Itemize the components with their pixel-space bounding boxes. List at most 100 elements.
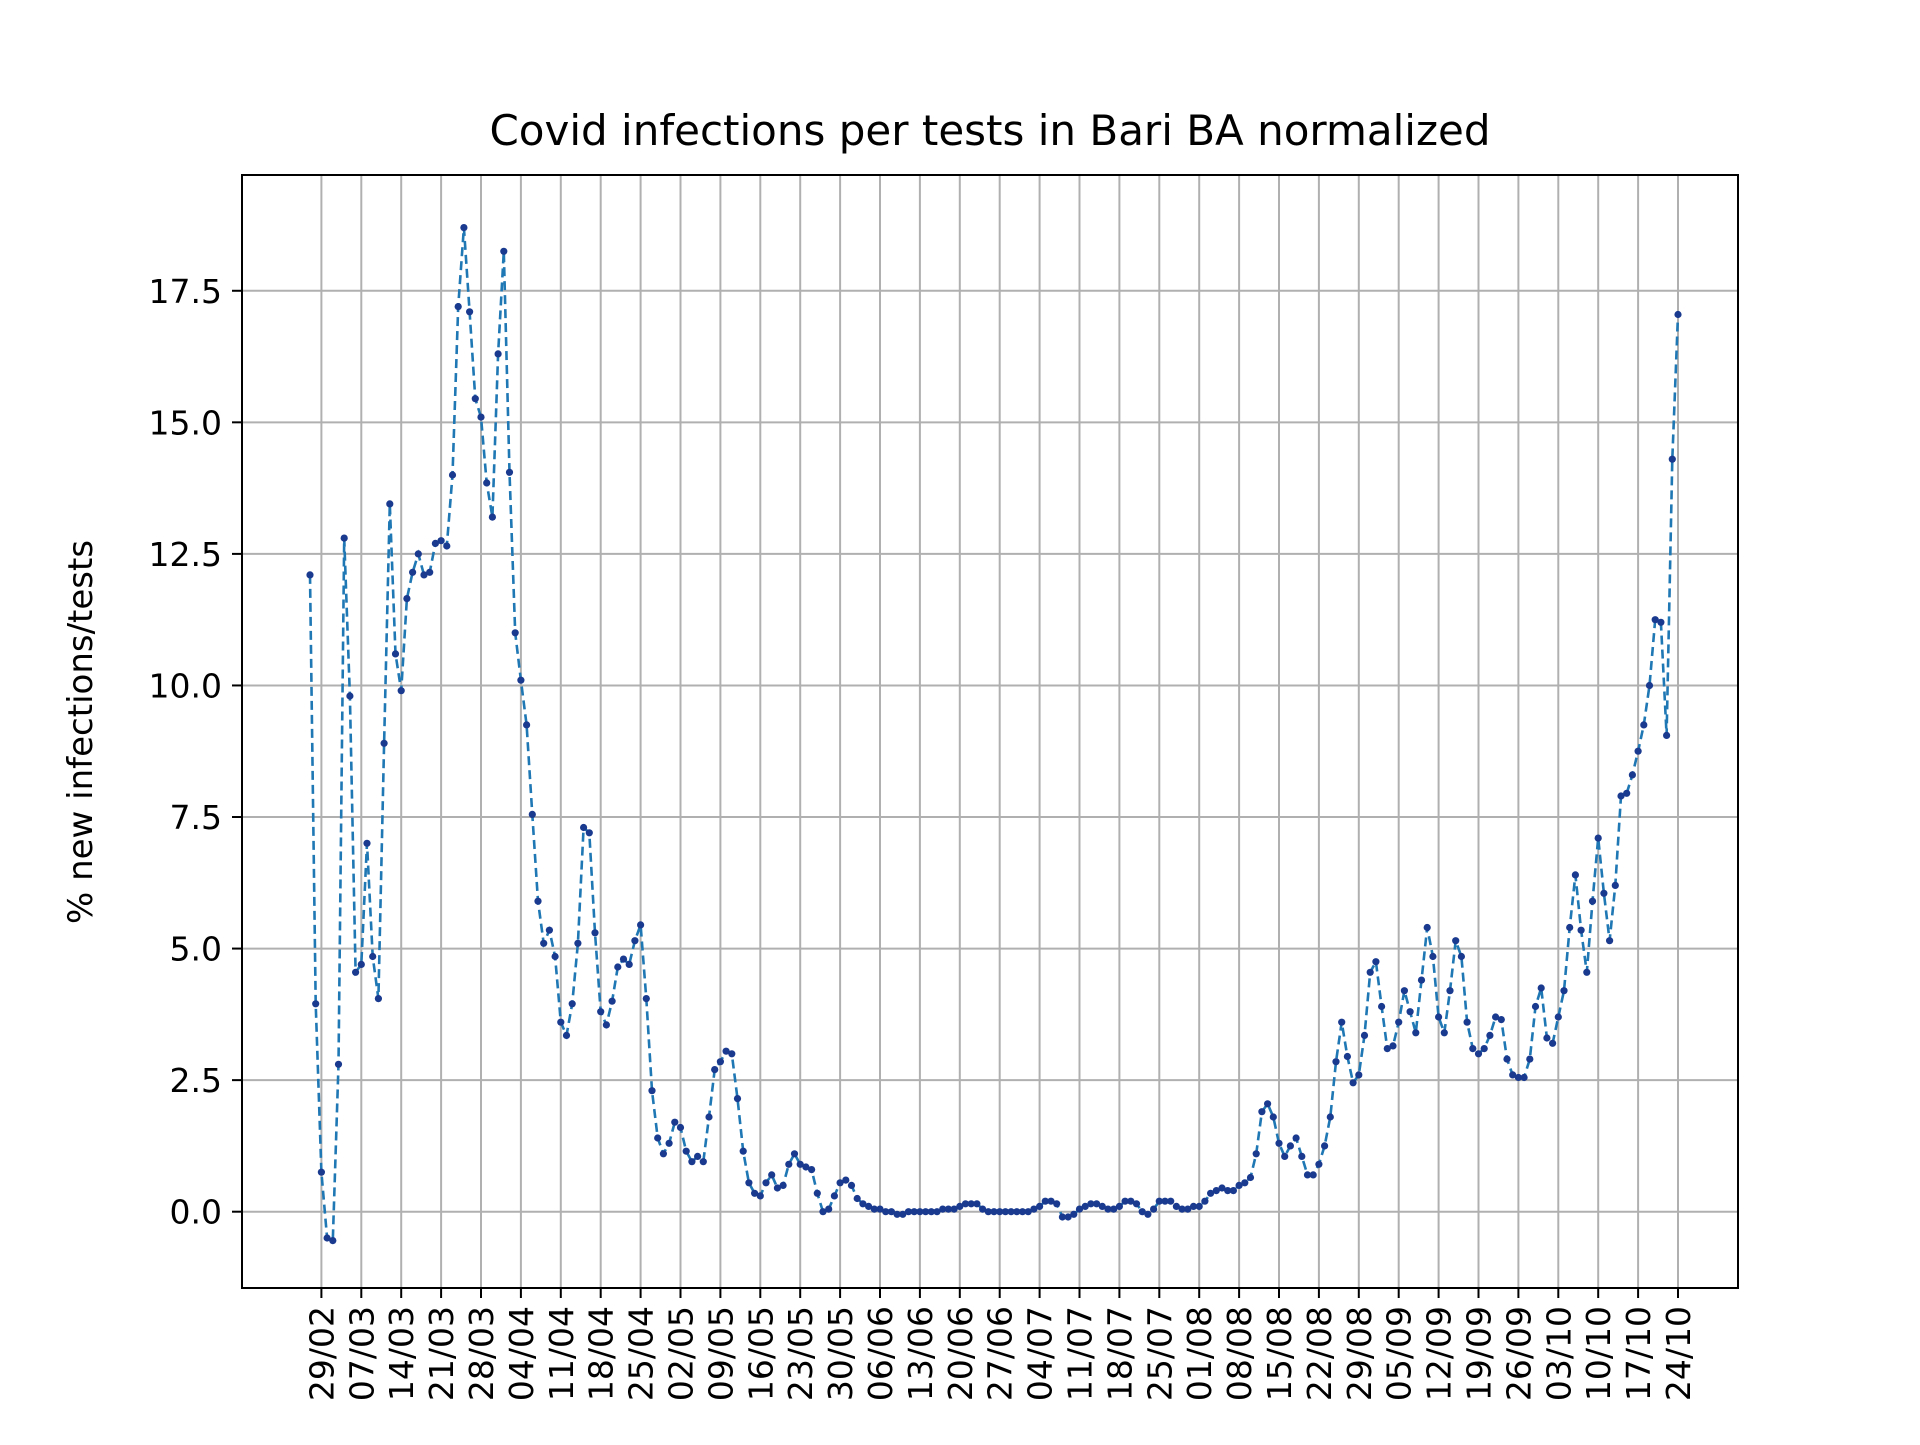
data-point xyxy=(1492,1013,1500,1021)
x-tick-label: 24/10 xyxy=(1659,1306,1698,1401)
data-point xyxy=(568,1000,576,1008)
x-tick-label: 30/05 xyxy=(821,1306,860,1401)
data-point xyxy=(1224,1187,1232,1195)
x-tick-label: 01/08 xyxy=(1180,1306,1219,1401)
data-point xyxy=(722,1047,730,1055)
data-point xyxy=(813,1189,821,1197)
data-point xyxy=(682,1147,690,1155)
data-point xyxy=(790,1150,799,1158)
data-point xyxy=(431,539,439,548)
data-point xyxy=(1395,1018,1403,1026)
data-point xyxy=(1332,1058,1340,1066)
data-point xyxy=(1474,1050,1483,1058)
data-point xyxy=(523,721,531,729)
data-point xyxy=(1315,1160,1323,1168)
data-point xyxy=(950,1205,958,1213)
data-point xyxy=(1400,987,1408,995)
data-point xyxy=(505,468,514,476)
data-point xyxy=(1161,1197,1169,1205)
data-point xyxy=(1229,1187,1237,1195)
data-point xyxy=(334,1060,343,1068)
data-point xyxy=(323,1234,331,1242)
data-point xyxy=(1081,1202,1089,1210)
data-point xyxy=(602,1021,611,1029)
data-point xyxy=(1531,1002,1540,1011)
data-point xyxy=(1549,1039,1557,1047)
data-point xyxy=(1383,1045,1391,1053)
data-point xyxy=(1184,1205,1192,1213)
data-point xyxy=(756,1192,764,1200)
x-tick-label: 07/03 xyxy=(342,1306,381,1401)
data-point xyxy=(659,1150,668,1158)
data-point xyxy=(944,1205,953,1213)
x-tick-label: 14/03 xyxy=(382,1306,421,1401)
x-tick-label: 27/06 xyxy=(981,1306,1020,1401)
data-point xyxy=(1343,1052,1351,1061)
data-point xyxy=(1594,834,1602,842)
data-point xyxy=(1457,952,1465,961)
data-point xyxy=(887,1208,896,1216)
data-point xyxy=(973,1200,981,1208)
data-point xyxy=(540,939,548,947)
data-point xyxy=(927,1208,935,1216)
data-point xyxy=(1172,1202,1180,1210)
data-point xyxy=(1617,792,1625,800)
data-point xyxy=(397,687,405,695)
data-point xyxy=(961,1200,970,1208)
data-point xyxy=(1321,1142,1329,1150)
y-tick-label: 12.5 xyxy=(149,535,222,574)
data-point xyxy=(899,1210,907,1218)
data-point xyxy=(1634,747,1642,755)
data-point xyxy=(1047,1197,1055,1205)
x-axis: 29/02 07/03 14/03 21/03 28/03 04/04 11/04 18/04… xyxy=(302,1288,1698,1401)
data-point xyxy=(585,829,593,837)
data-point xyxy=(1098,1202,1106,1210)
data-point xyxy=(1463,1018,1471,1026)
data-point xyxy=(1360,1031,1369,1039)
data-point xyxy=(1252,1150,1260,1158)
x-tick-label: 19/09 xyxy=(1460,1306,1499,1401)
data-point xyxy=(1298,1152,1306,1160)
data-point xyxy=(808,1166,816,1174)
data-point xyxy=(1600,889,1608,897)
data-point xyxy=(984,1208,992,1216)
data-point xyxy=(842,1176,850,1184)
x-tick-label: 06/06 xyxy=(861,1306,900,1401)
data-point xyxy=(1201,1197,1209,1205)
x-tick-label: 09/05 xyxy=(701,1306,740,1401)
data-point xyxy=(870,1205,878,1213)
y-tick-label: 15.0 xyxy=(149,403,222,442)
data-point xyxy=(528,810,536,819)
data-point xyxy=(1537,984,1545,992)
data-point xyxy=(654,1134,662,1142)
data-point xyxy=(1155,1197,1163,1205)
y-axis: 0.0 2.5 5.0 7.5 10.0 12.5 15.0 17.5 xyxy=(149,272,242,1232)
x-tick-label: 02/05 xyxy=(662,1306,701,1401)
data-point xyxy=(1036,1202,1044,1210)
data-point xyxy=(352,968,360,976)
data-point xyxy=(1115,1202,1123,1210)
data-point xyxy=(1583,968,1591,976)
data-point xyxy=(1417,976,1426,984)
data-point xyxy=(466,308,474,316)
data-point xyxy=(1372,958,1380,966)
data-point xyxy=(1264,1100,1272,1108)
data-point xyxy=(483,479,491,487)
x-tick-label: 12/09 xyxy=(1420,1306,1459,1401)
data-point xyxy=(773,1184,782,1192)
data-point xyxy=(1093,1200,1101,1208)
y-tick-label: 2.5 xyxy=(170,1061,222,1100)
data-point xyxy=(1440,1029,1448,1037)
data-point xyxy=(637,921,645,929)
data-point xyxy=(1064,1213,1072,1221)
data-point xyxy=(1480,1045,1488,1053)
data-point xyxy=(1412,1029,1420,1037)
data-point xyxy=(1423,923,1431,932)
data-point xyxy=(494,350,502,358)
data-point xyxy=(825,1205,833,1213)
data-point xyxy=(699,1158,707,1166)
x-tick-label: 03/10 xyxy=(1539,1306,1578,1401)
data-point xyxy=(1571,871,1579,879)
y-tick-label: 0.0 xyxy=(170,1193,222,1232)
data-point xyxy=(511,629,519,637)
